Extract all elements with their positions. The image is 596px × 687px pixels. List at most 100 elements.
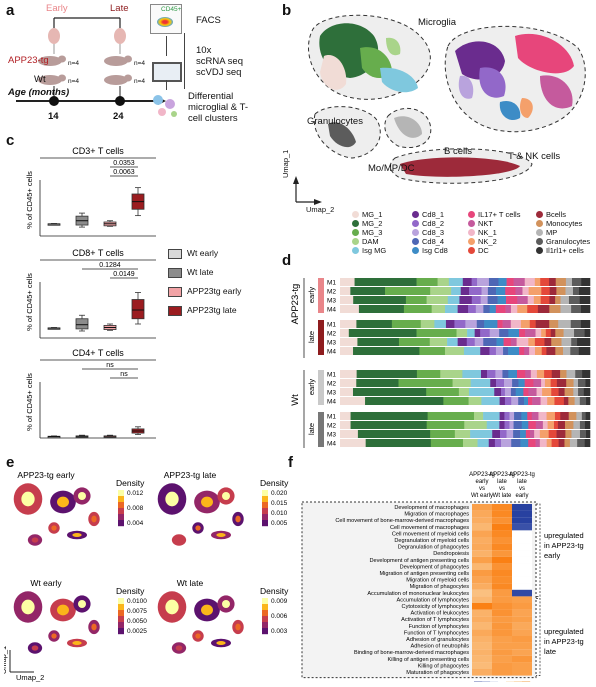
proportion-segment: [497, 338, 504, 346]
p-value-label: 0.1284: [99, 262, 121, 269]
heatmap-cell: [492, 616, 512, 623]
density-colorbar-segment: [262, 616, 268, 622]
column-header: APP23-tg: [509, 472, 535, 478]
heatmap-cell: [472, 596, 492, 603]
heatmap-cell: [492, 577, 512, 584]
proportion-segment: [356, 379, 399, 387]
legend-col-2: Cd8_1 Cd8_2 Cd8_3 Cd8_4 Isg Cd8: [412, 210, 464, 255]
chart-title: CD8+ T cells: [72, 248, 124, 258]
proportion-segment: [499, 421, 504, 429]
proportion-segment: [350, 287, 385, 295]
density-colorbar-segment: [262, 610, 268, 616]
proportion-segment: [551, 329, 556, 337]
cluster-legend: MG_1 MG_2 MG_3 DAM Isg MG Cd8_1 Cd8_2 Cd…: [352, 210, 596, 255]
legend-swatch: [536, 211, 543, 218]
density-plot-title: Wt early: [30, 578, 62, 588]
proportion-segment: [581, 305, 590, 313]
heatmap-cell: [512, 590, 532, 597]
go-term-label: Migration of antigen presenting cells: [379, 571, 469, 577]
proportion-segment: [511, 338, 517, 346]
density-colorbar-segment: [118, 514, 124, 520]
proportion-segment: [549, 305, 560, 313]
proportion-segment: [555, 347, 563, 355]
proportion-segment: [501, 439, 511, 447]
proportion-segment: [489, 347, 496, 355]
proportion-segment: [541, 296, 550, 304]
facs-label: FACS: [196, 16, 221, 26]
proportion-segment: [549, 296, 555, 304]
umap1-axis-label: Umap_1: [282, 150, 290, 178]
box: [132, 300, 144, 319]
label-early: Early: [46, 4, 68, 14]
group-color-strip: [318, 320, 324, 355]
proportion-segment: [541, 287, 550, 295]
proportion-segment: [519, 379, 525, 387]
proportion-segment: [489, 278, 499, 286]
proportion-segment: [506, 296, 518, 304]
heatmap-cell: [472, 616, 492, 623]
proportion-segment: [495, 370, 502, 378]
proportion-segment: [483, 305, 490, 313]
proportion-segment: [487, 370, 496, 378]
legend-label: Wt late: [187, 268, 213, 277]
go-term-label: Degranulation of myeloid cells: [394, 538, 469, 544]
proportion-segment: [577, 439, 585, 447]
proportion-segment: [517, 305, 527, 313]
label-app23tg: APP23-tg: [8, 56, 49, 66]
heatmap-cell: [472, 623, 492, 630]
go-term-label: Activation of leukocytes: [411, 611, 470, 617]
heatmap-cell: [472, 662, 492, 669]
heatmap-cell: [512, 504, 532, 511]
proportion-segment: [571, 338, 577, 346]
brace-label-late: upregulated: [544, 627, 584, 636]
legend-item: IL17+ T cells: [478, 211, 520, 219]
legend-item: MG_1: [362, 211, 382, 219]
heatmap-cell: [472, 669, 492, 676]
umap2-axis-label: Umap_2: [306, 206, 334, 214]
go-term-label: Adhesion of neutrophils: [411, 644, 470, 650]
proportion-segment: [578, 388, 584, 396]
proportion-segment: [357, 370, 418, 378]
heatmap-cell: [492, 656, 512, 663]
proportion-segment: [514, 412, 522, 420]
heatmap-cell: [472, 577, 492, 584]
proportion-segment: [477, 320, 485, 328]
proportion-segment: [537, 370, 545, 378]
proportion-segment: [542, 388, 551, 396]
proportion-segment: [515, 287, 522, 295]
go-term-label: Development of phagocytes: [400, 564, 470, 570]
legend-item: Cd8_3: [422, 229, 444, 237]
proportion-segment: [427, 421, 465, 429]
heatmap-cell: [472, 537, 492, 544]
proportion-segment: [549, 430, 557, 438]
legend-item: Cd8_1: [422, 211, 444, 219]
proportion-segment: [541, 379, 545, 387]
density-plots-svg: APP23-tg earlyDensity0.0120.0080.004APP2…: [4, 460, 294, 682]
proportion-segment: [577, 338, 590, 346]
group-color-strip: [318, 278, 324, 313]
heatmap-cell: [492, 530, 512, 537]
go-term-label: Migration of phagocytes: [410, 584, 470, 590]
proportion-segment: [543, 421, 548, 429]
go-term-label: Binding of bone-marrow-derived macrophag…: [354, 650, 469, 656]
sample-label: M1: [327, 372, 336, 379]
density-core: [195, 633, 200, 638]
density-tick-label: 0.003: [271, 628, 288, 635]
density-core: [222, 492, 230, 500]
column-header: Wt early: [471, 493, 493, 499]
proportion-segment: [516, 388, 524, 396]
proportion-segment: [340, 379, 357, 387]
proportion-segment: [340, 320, 357, 328]
density-core: [222, 600, 230, 608]
proportion-segment: [340, 305, 359, 313]
density-legend-title: Density: [260, 586, 289, 596]
sample-label: M1: [327, 322, 336, 329]
proportion-segment: [538, 305, 550, 313]
proportion-segment: [535, 347, 542, 355]
proportion-segment: [525, 278, 535, 286]
proportion-segment: [487, 421, 500, 429]
proportion-segment: [484, 320, 498, 328]
proportion-segment: [580, 421, 585, 429]
proportion-segment: [520, 439, 528, 447]
proportion-segment: [471, 379, 491, 387]
